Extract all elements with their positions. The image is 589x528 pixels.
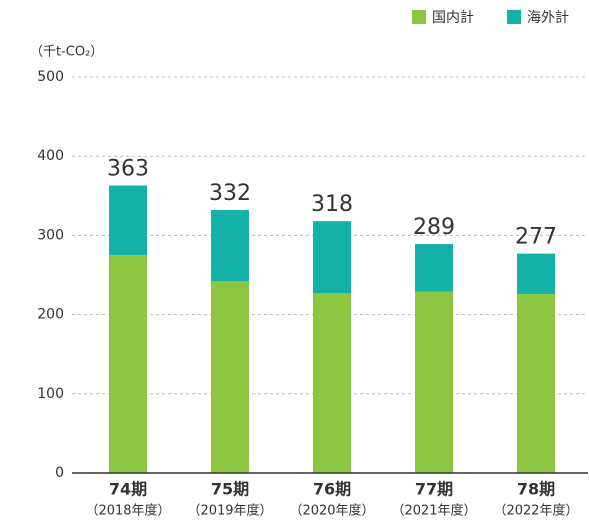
bar-segment [517,294,555,473]
x-tick-label: 78期 [517,480,555,499]
bar-segment [415,244,453,292]
y-tick-label: 200 [37,307,64,323]
legend-label: 海外計 [527,10,569,26]
y-tick-label: 100 [37,386,64,402]
x-tick-label: 77期 [415,480,453,499]
x-tick-sublabel: （2021年度） [391,503,476,519]
bar-segment [109,255,147,473]
y-axis-label: （千t-CO₂） [30,45,103,60]
y-tick-label: 0 [55,465,64,481]
x-tick-sublabel: （2022年度） [493,503,578,519]
bar-segment [313,293,351,473]
bar-segment [415,291,453,473]
total-label: 363 [107,157,149,182]
x-tick-label: 76期 [313,480,351,499]
bar-segment [109,185,147,256]
x-tick-label: 74期 [109,480,147,499]
y-tick-label: 300 [37,227,64,243]
total-label: 332 [209,181,251,206]
legend-label: 国内計 [432,10,474,26]
total-label: 289 [413,215,455,240]
legend-swatch [507,10,521,24]
x-tick-label: 75期 [211,480,249,499]
bar-segment [211,281,249,473]
legend-swatch [412,10,426,24]
y-tick-label: 400 [37,148,64,164]
bar-segment [517,253,555,295]
total-label: 318 [311,192,353,217]
bar-segment [211,210,249,282]
x-tick-sublabel: （2019年度） [187,503,272,519]
x-tick-sublabel: （2018年度） [85,503,170,519]
y-tick-label: 500 [37,69,64,85]
bar-segment [313,221,351,294]
total-label: 277 [515,225,557,250]
x-tick-sublabel: （2020年度） [289,503,374,519]
